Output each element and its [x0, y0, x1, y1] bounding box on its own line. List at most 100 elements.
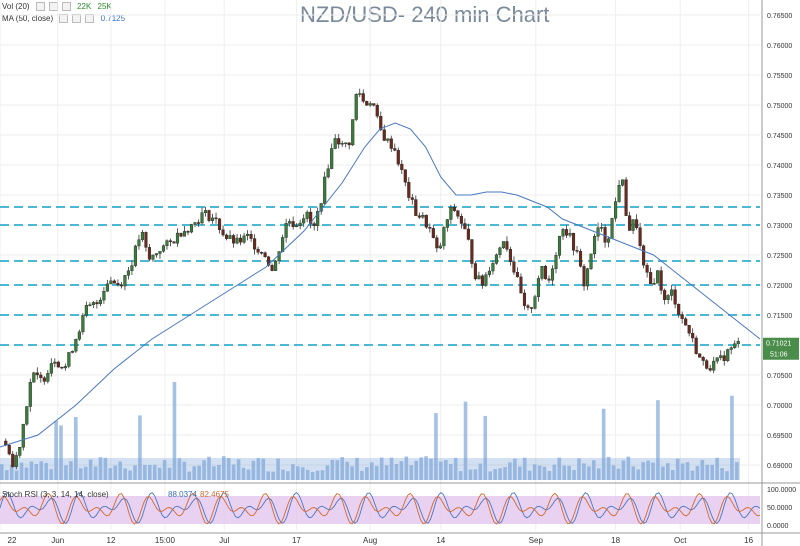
candle [267, 256, 271, 266]
candle [203, 210, 208, 213]
volume-bar [567, 465, 571, 480]
candle [354, 93, 358, 120]
x-tick-label: 18 [611, 536, 620, 545]
volume-bar [424, 456, 428, 480]
volume-bar [646, 460, 650, 480]
candle [663, 290, 667, 300]
candle [550, 268, 555, 281]
close-icon[interactable] [61, 2, 71, 12]
volume-bar [59, 425, 63, 480]
volume-bar [508, 462, 512, 480]
x-tick-label: Aug [363, 536, 377, 545]
volume-bar [266, 471, 270, 480]
candle [249, 233, 253, 239]
volume-bar [710, 464, 714, 480]
candle [242, 235, 246, 243]
volume-bar [222, 456, 226, 480]
candle [21, 423, 25, 448]
volume-bar [118, 461, 122, 480]
candle [224, 234, 229, 239]
volume-bar [207, 456, 211, 480]
candle [445, 219, 449, 228]
candle [614, 201, 618, 219]
candle [635, 219, 639, 228]
candle [424, 214, 428, 228]
candle [533, 296, 537, 309]
volume-bar [335, 460, 340, 480]
candle [151, 254, 155, 260]
volume-bar [725, 471, 729, 480]
candle [256, 248, 260, 253]
volume-bar [606, 456, 611, 480]
candle [284, 223, 288, 238]
candle [501, 241, 505, 249]
volume-bar [350, 466, 354, 480]
candle [585, 268, 590, 287]
candle [246, 233, 250, 237]
volume-bar [557, 457, 562, 480]
candle [547, 278, 551, 281]
candle [628, 215, 632, 231]
volume-bar [611, 465, 616, 480]
volume-legend-label: Vol (20) [2, 2, 30, 11]
candle [473, 263, 477, 280]
volume-bar [330, 459, 335, 480]
y-tick-label: 0.69000 [767, 463, 792, 470]
candle [596, 227, 600, 237]
y-tick-label: 0.69500 [767, 433, 792, 440]
eye-icon[interactable] [35, 2, 45, 12]
volume-bar [542, 466, 547, 480]
candle [712, 360, 716, 371]
volume-bar [24, 467, 29, 480]
candle [624, 179, 628, 216]
stoch-tick-label: 100.0000 [767, 487, 796, 494]
price-badge-label: 0.71021 [766, 341, 791, 348]
volume-bar [133, 465, 137, 480]
volume-bar [19, 462, 24, 480]
volume-bar [370, 462, 374, 480]
candle [221, 229, 225, 236]
ma-legend-label: MA (50, close) [2, 14, 54, 23]
volume-bar [54, 420, 58, 480]
candle [575, 250, 579, 252]
candle [60, 366, 64, 369]
volume-bar [587, 466, 591, 480]
candle [673, 289, 677, 305]
candle [543, 266, 548, 280]
candle [298, 222, 302, 226]
stoch-legend-label: Stoch RSI (3, 3, 14, 14, close) [2, 490, 109, 499]
candle [593, 236, 597, 255]
candle [403, 169, 407, 183]
candle [140, 232, 144, 240]
y-tick-label: 0.72500 [767, 253, 792, 260]
candle [417, 215, 421, 218]
candle [617, 185, 621, 202]
candle [603, 227, 607, 243]
candle [656, 270, 660, 284]
volume-bar [360, 470, 364, 480]
volume-bar [148, 464, 152, 480]
candle [189, 224, 194, 233]
candle [260, 252, 264, 254]
volume-bar [666, 463, 670, 480]
stoch-band [0, 496, 760, 524]
volume-bar [64, 465, 68, 480]
volume-bar [9, 464, 14, 480]
candle [442, 227, 446, 247]
volume-bar [488, 471, 492, 480]
candle [39, 374, 43, 378]
volume-bar [680, 463, 685, 480]
candle [235, 237, 239, 244]
y-tick-label: 0.72000 [767, 283, 792, 290]
candle [722, 355, 726, 362]
candle [200, 212, 204, 224]
volume-bar [532, 464, 537, 480]
candle [74, 339, 78, 352]
candle [182, 231, 187, 237]
stoch-k-value: 88.0374 [168, 490, 197, 499]
candle [168, 240, 173, 242]
candle [666, 295, 670, 300]
candle [214, 217, 218, 220]
volume-bar [44, 463, 48, 480]
